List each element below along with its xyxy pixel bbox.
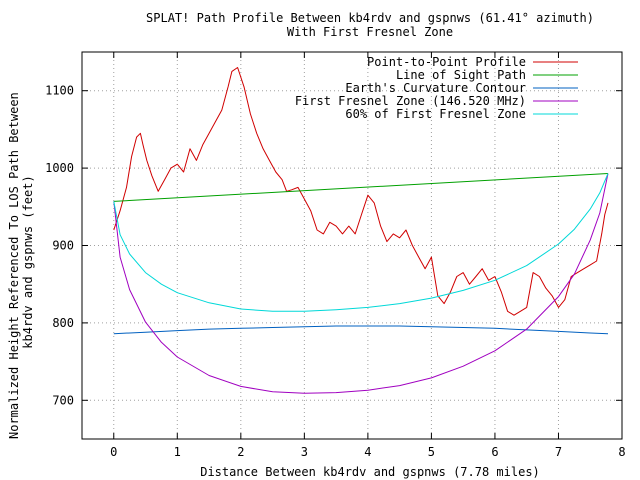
y-tick-label: 1000 [45, 161, 74, 175]
series-lines [113, 67, 609, 394]
x-tick-label: 0 [110, 445, 117, 459]
legend-label-2: Earth's Curvature Contour [345, 81, 526, 95]
y-tick-label: 800 [52, 316, 74, 330]
x-tick-label: 3 [301, 445, 308, 459]
axes: 0 1 2 3 4 5 6 7 8 700 800 900 1000 1100 [45, 51, 626, 459]
x-tick-label: 6 [491, 445, 498, 459]
legend-label-4: 60% of First Fresnel Zone [345, 107, 526, 121]
chart-title: SPLAT! Path Profile Between kb4rdv and g… [146, 11, 594, 25]
legend-label-0: Point-to-Point Profile [367, 55, 526, 69]
y-axis-label-line-1: Normalized Height Referenced To LOS Path… [7, 92, 21, 439]
x-tick-label: 1 [174, 445, 181, 459]
x-axis-label: Distance Between kb4rdv and gspnws (7.78… [200, 465, 540, 479]
legend-label-3: First Fresnel Zone (146.520 MHz) [295, 94, 526, 108]
series-line-1 [113, 173, 609, 202]
chart-subtitle: With First Fresnel Zone [287, 25, 453, 39]
series-line-0 [113, 67, 609, 316]
x-tick-label: 7 [555, 445, 562, 459]
x-tick-label: 2 [237, 445, 244, 459]
y-axis-label: Normalized Height Referenced To LOS Path… [7, 85, 35, 439]
y-tick-label: 1100 [45, 84, 74, 98]
x-tick-label: 4 [364, 445, 371, 459]
y-tick-label: 900 [52, 239, 74, 253]
y-tick-label: 700 [52, 393, 74, 407]
plot-frame [81, 51, 623, 440]
series-line-3 [113, 173, 609, 394]
series-line-2 [113, 325, 609, 335]
y-axis-label-line-2: kb4rdv and gspnws (feet) [21, 175, 35, 348]
x-tick-label: 8 [618, 445, 625, 459]
series-line-4 [113, 173, 609, 312]
legend-label-1: Line of Sight Path [396, 68, 526, 82]
x-tick-label: 5 [428, 445, 435, 459]
